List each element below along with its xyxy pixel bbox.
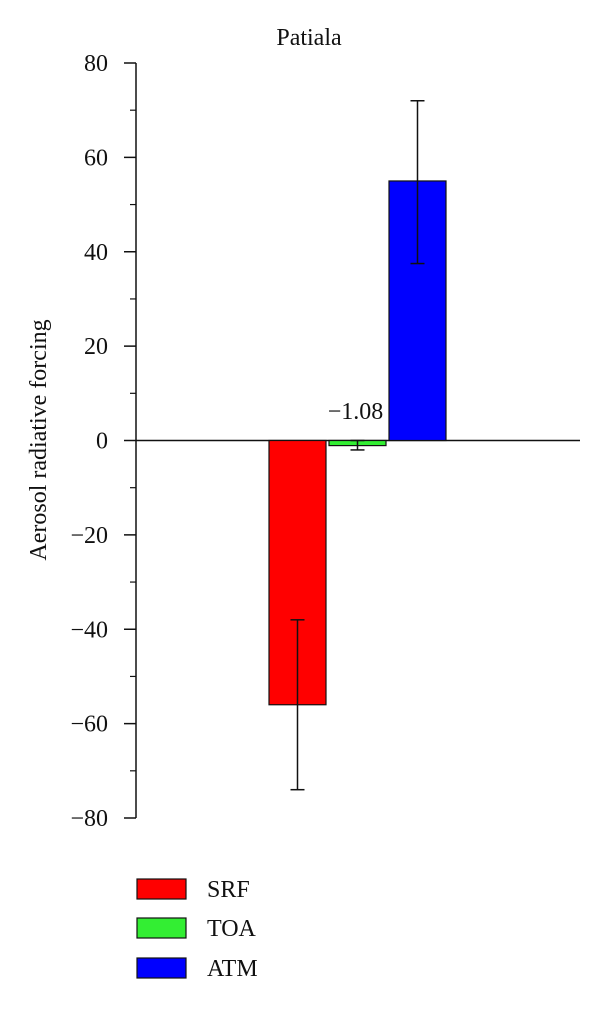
y-tick-label: 20 (84, 334, 108, 360)
y-tick-label: −40 (70, 617, 108, 643)
legend-swatch (136, 957, 187, 979)
chart-title: Patiala (276, 25, 342, 51)
y-tick-label: −20 (70, 523, 108, 549)
bar-atm (388, 180, 447, 442)
y-axis-label: Aerosol radiative forcing (26, 319, 52, 560)
legend-item-srf: SRF (136, 877, 250, 903)
y-tick-label: 0 (96, 429, 108, 455)
legend-item-atm: ATM (136, 956, 258, 982)
legend: SRF TOA ATM (136, 877, 258, 982)
legend-label: SRF (207, 877, 250, 903)
legend-label: TOA (207, 916, 257, 942)
legend-item-toa: TOA (136, 916, 257, 942)
y-tick-label: −60 (70, 712, 108, 738)
legend-label: ATM (207, 956, 258, 982)
bars: −1.08 (268, 100, 447, 791)
y-tick-label: 80 (84, 51, 108, 77)
annotation-toa-value: −1.08 (328, 399, 384, 425)
y-tick-label: 40 (84, 240, 108, 266)
y-tick-label: 60 (84, 145, 108, 171)
legend-swatch (136, 878, 187, 900)
axes: −80 −60 −40 −20 0 20 40 60 80 (70, 51, 580, 832)
y-tick-label: −80 (70, 806, 108, 832)
legend-swatch (136, 917, 187, 939)
